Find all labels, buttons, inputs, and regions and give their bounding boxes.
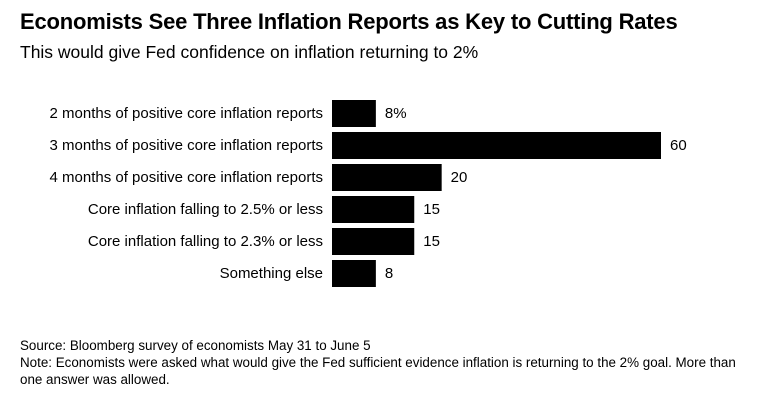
value-label: 8% xyxy=(385,105,407,122)
bar xyxy=(332,196,415,223)
category-label: 2 months of positive core inflation repo… xyxy=(50,105,323,122)
value-label: 15 xyxy=(423,233,440,250)
bar xyxy=(332,132,661,159)
category-label: 4 months of positive core inflation repo… xyxy=(50,169,323,186)
value-label: 15 xyxy=(423,201,440,218)
bar xyxy=(332,100,376,127)
bar xyxy=(332,164,442,191)
bar-chart: 2 months of positive core inflation repo… xyxy=(50,100,687,287)
value-label: 8 xyxy=(385,265,393,282)
explanatory-note: Note: Economists were asked what would g… xyxy=(20,355,736,387)
bar xyxy=(332,260,376,287)
chart-title: Economists See Three Inflation Reports a… xyxy=(20,9,678,34)
source-note: Source: Bloomberg survey of economists M… xyxy=(20,338,371,353)
category-label: Something else xyxy=(220,265,323,282)
category-label: 3 months of positive core inflation repo… xyxy=(50,137,323,154)
category-label: Core inflation falling to 2.5% or less xyxy=(88,201,323,218)
chart-footer: Source: Bloomberg survey of economists M… xyxy=(20,337,740,388)
bar xyxy=(332,228,415,255)
value-label: 60 xyxy=(670,137,687,154)
value-label: 20 xyxy=(451,169,468,186)
chart-subtitle: This would give Fed confidence on inflat… xyxy=(20,42,479,62)
category-label: Core inflation falling to 2.3% or less xyxy=(88,233,323,250)
